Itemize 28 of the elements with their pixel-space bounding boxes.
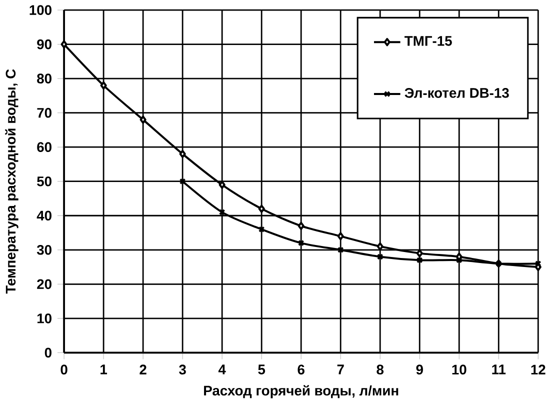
x-tick-label: 12: [531, 364, 546, 374]
legend-label: Эл-котел DB-13: [404, 88, 509, 98]
x-tick-label: 8: [376, 364, 384, 374]
y-tick-label: 30: [36, 244, 52, 255]
y-tick-label: 40: [36, 210, 52, 220]
x-tick-label: 5: [258, 364, 266, 374]
y-tick-label: 90: [37, 39, 52, 50]
legend-label: ТМГ-15: [404, 36, 452, 46]
y-tick-label: 0: [44, 348, 52, 358]
x-tick-label: 1: [100, 364, 108, 374]
y-tick-label: 60: [37, 142, 52, 152]
x-tick-label: 4: [218, 364, 226, 374]
y-tick-label: 100: [30, 4, 52, 15]
x-tick-label: 7: [337, 364, 344, 374]
x-tick-label: 10: [452, 364, 466, 374]
x-tick-label: 9: [416, 364, 423, 374]
x-tick-label: 2: [140, 364, 146, 374]
x-tick-label: 3: [179, 364, 186, 374]
x-tick-label: 11: [492, 364, 506, 374]
y-axis-title: Температура расходной воды, С: [5, 69, 18, 294]
x-tick-label: 0: [60, 364, 68, 374]
y-tick-label: 70: [37, 108, 52, 118]
x-axis-title: Расход горячей воды, л/мин: [204, 384, 398, 398]
y-tick-label: 20: [37, 279, 52, 289]
x-tick-label: 6: [298, 364, 304, 374]
y-tick-label: 80: [37, 73, 52, 84]
y-tick-label: 10: [37, 313, 52, 324]
y-tick-label: 50: [37, 176, 52, 186]
